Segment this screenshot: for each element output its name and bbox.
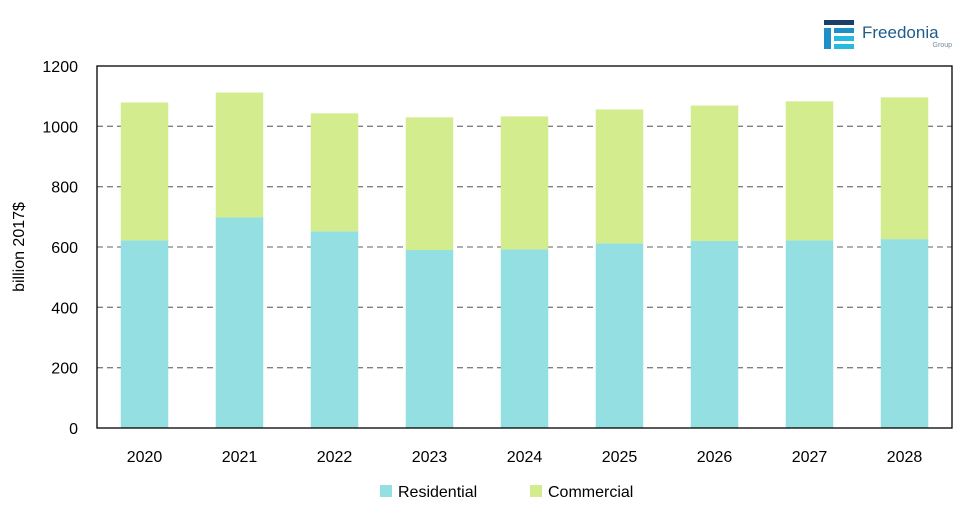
x-tick-2028: 2028: [887, 449, 923, 466]
x-tick-2021: 2021: [222, 449, 258, 466]
bar-residential-2024: [500, 249, 549, 428]
y-tick-200: 200: [51, 361, 78, 378]
x-tick-2026: 2026: [697, 449, 733, 466]
bar-commercial-2024: [500, 116, 549, 250]
y-tick-800: 800: [51, 180, 78, 197]
bar-commercial-2023: [405, 117, 454, 251]
legend-swatch-residential: [380, 485, 392, 497]
bar-residential-2026: [690, 240, 739, 428]
bar-residential-2027: [785, 240, 834, 428]
x-tick-2022: 2022: [317, 449, 353, 466]
bar-residential-2021: [215, 217, 264, 428]
bar-commercial-2028: [880, 97, 929, 240]
bar-commercial-2027: [785, 101, 834, 241]
legend: Residential Commercial: [380, 484, 633, 501]
x-tick-labels: 2020 2021 2022 2023 2024 2025 2026 2027 2028: [127, 449, 923, 466]
y-tick-1200: 1200: [42, 59, 78, 76]
x-tick-2024: 2024: [507, 449, 543, 466]
x-tick-2020: 2020: [127, 449, 163, 466]
bar-commercial-2021: [215, 92, 264, 218]
axes: [96, 65, 953, 429]
legend-swatch-commercial: [530, 485, 542, 497]
logo-sub: Group: [933, 42, 953, 49]
y-tick-0: 0: [69, 421, 78, 438]
y-tick-600: 600: [51, 240, 78, 257]
bars: [120, 92, 929, 428]
freedonia-logo: Freedonia Group: [824, 20, 952, 49]
bar-commercial-2020: [120, 102, 169, 241]
y-tick-1000: 1000: [42, 119, 78, 136]
plot-frame: [96, 65, 953, 429]
bar-commercial-2026: [690, 105, 739, 241]
x-tick-2025: 2025: [602, 449, 638, 466]
y-tick-labels: 0 200 400 600 800 1000 1200: [42, 59, 78, 438]
bar-residential-2023: [405, 250, 454, 428]
bar-residential-2028: [880, 239, 929, 428]
logo-name: Freedonia: [862, 23, 939, 42]
y-axis-title: billion 2017$: [11, 202, 28, 292]
legend-label-commercial: Commercial: [548, 484, 633, 501]
y-tick-400: 400: [51, 300, 78, 317]
bar-residential-2022: [310, 231, 359, 428]
bar-commercial-2025: [595, 109, 644, 244]
bar-residential-2020: [120, 240, 169, 428]
x-tick-2027: 2027: [792, 449, 828, 466]
freedonia-logo-icon: [824, 20, 854, 49]
bar-commercial-2022: [310, 113, 359, 232]
bar-residential-2025: [595, 243, 644, 428]
x-tick-2023: 2023: [412, 449, 448, 466]
legend-label-residential: Residential: [398, 484, 477, 501]
